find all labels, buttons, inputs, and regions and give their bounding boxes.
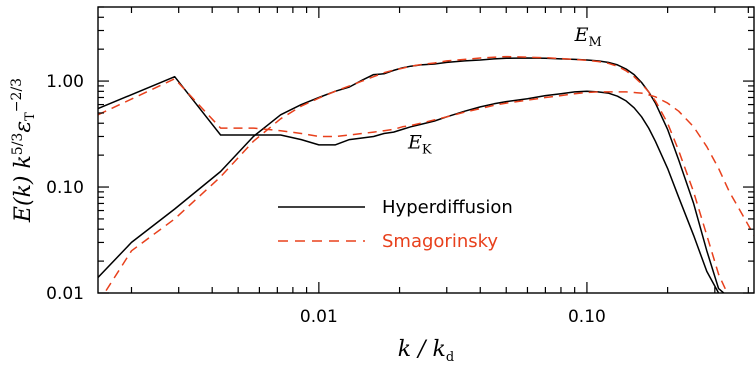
y-axis-title-exp2: −2/3 — [9, 78, 25, 112]
plot-frame — [97, 6, 755, 294]
y-axis-title-exp1: 5/3 — [10, 133, 26, 156]
y-tick-label: 0.01 — [46, 284, 84, 304]
y-axis-title-e: E(k) k — [11, 155, 36, 223]
tick-labels: 0.01 0.10 0.01 0.10 1.00 — [46, 72, 606, 327]
x-tick-label: 0.10 — [568, 307, 606, 327]
y-tick-label: 0.10 — [46, 178, 84, 198]
curve-label-em: EM — [574, 24, 602, 50]
y-axis-title: E(k) k5/3εT−2/3 — [9, 78, 38, 223]
legend: Hyperdiffusion Smagorinsky — [278, 197, 513, 252]
x-axis-title: k / kd — [398, 337, 454, 364]
y-axis-title-sub-t: T — [23, 112, 38, 121]
legend-label-hyperdiffusion: Hyperdiffusion — [382, 197, 513, 218]
curve-annotations: EM EK — [407, 24, 602, 158]
y-axis-title-eps: ε — [11, 121, 36, 133]
x-axis-title-slash: / — [411, 337, 432, 362]
x-tick-label: 0.01 — [300, 307, 338, 327]
legend-label-smagorinsky: Smagorinsky — [382, 231, 498, 252]
x-axis-title-kd: k — [433, 337, 446, 362]
axis-ticks — [98, 6, 754, 294]
series-line-hyperdiffusion-ek — [98, 75, 720, 293]
x-axis-title-k: k — [398, 337, 411, 362]
series-line-smagorinsky-em — [103, 55, 729, 293]
x-axis-title-sub: d — [446, 350, 454, 364]
series-line-smagorinsky-ek — [98, 78, 754, 236]
series-line-hyperdiffusion-em — [98, 57, 725, 293]
curve-label-ek: EK — [407, 132, 432, 158]
y-tick-label: 1.00 — [46, 72, 84, 92]
series-lines — [98, 55, 754, 293]
